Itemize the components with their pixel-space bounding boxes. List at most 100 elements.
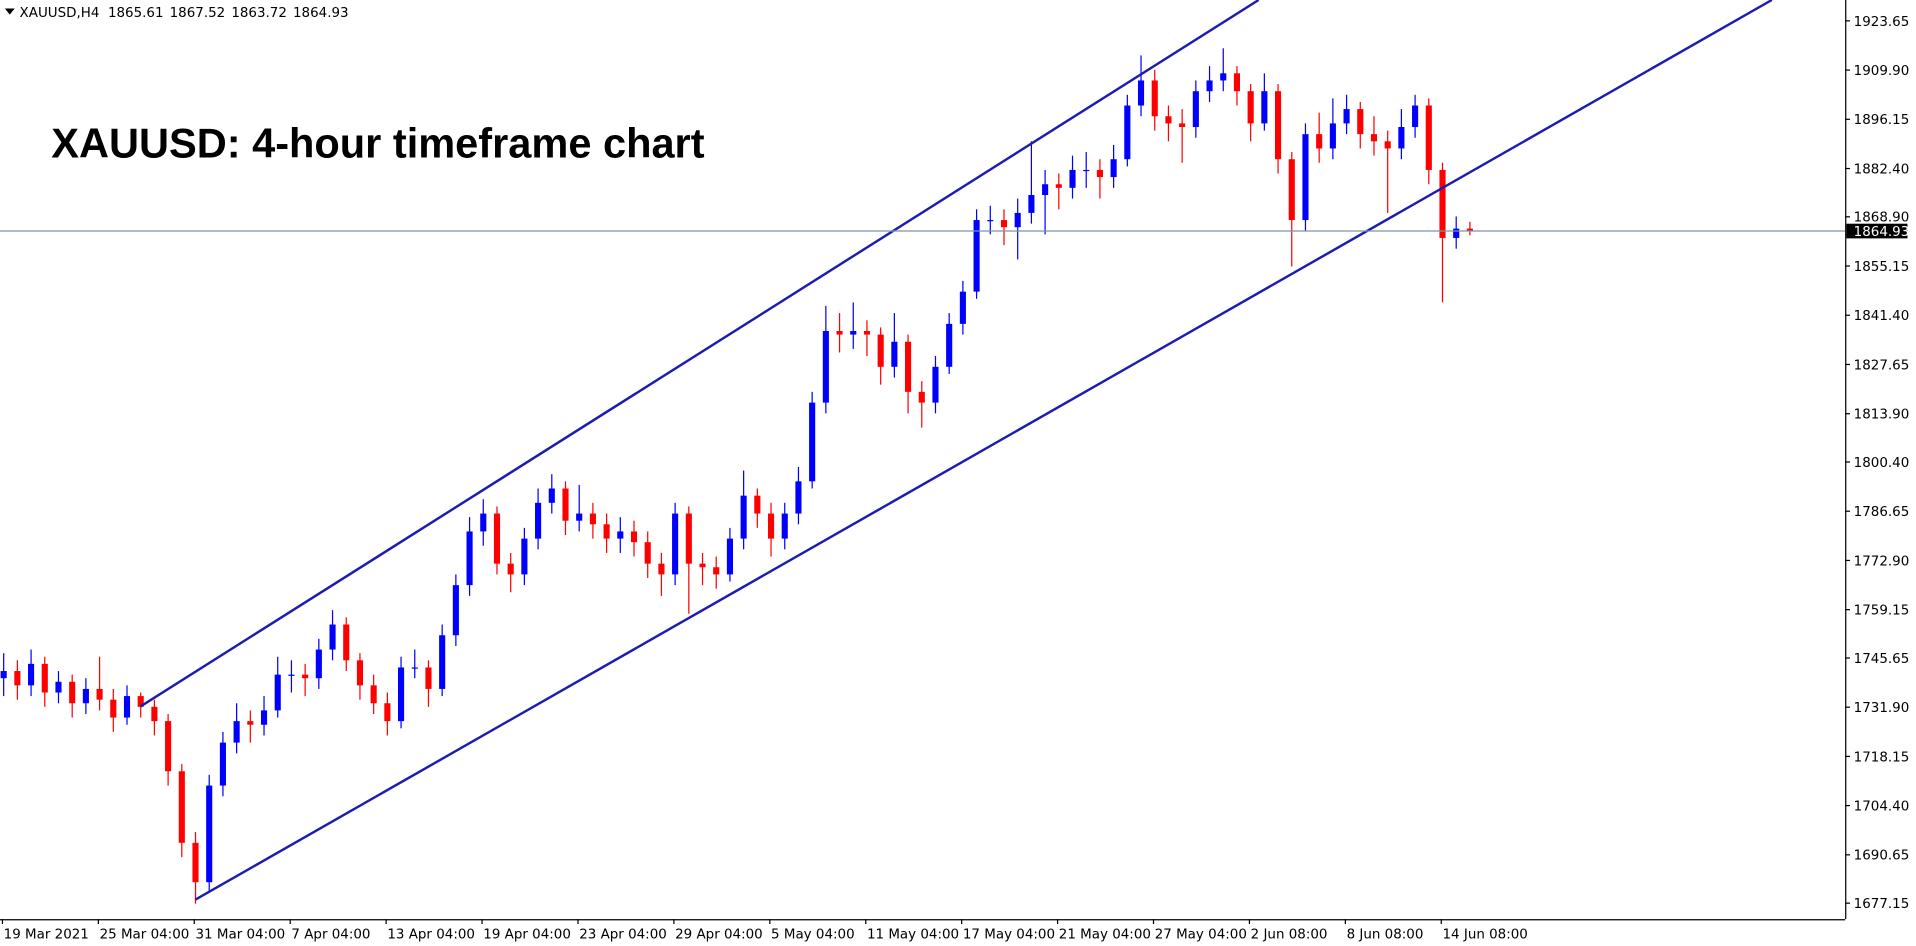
candle-body [877,334,884,367]
candle-body [0,671,7,679]
candle-body [822,331,829,403]
candle-body [398,667,405,722]
candle-body [356,660,364,686]
candle-body [795,481,802,514]
candle-body [1028,194,1035,213]
candle-body [439,635,446,689]
y-tick-label: 1909.90 [1854,64,1910,79]
candle-body [1206,80,1213,92]
candle-body [247,721,254,725]
candle-body [1316,134,1323,149]
candle-body [1357,109,1364,135]
candle-body [1110,159,1117,178]
candle-body [1000,220,1008,228]
candle-body [1425,105,1432,170]
candle-body [603,524,610,539]
candle-body [1302,134,1309,221]
y-tick-label: 1882.40 [1854,162,1910,177]
candle-body [918,391,925,403]
candle-body [781,513,788,539]
y-tick-label: 1896.15 [1854,113,1910,128]
candle-body [548,488,555,503]
y-tick-label: 1841.40 [1854,309,1910,324]
candle-body [1343,109,1350,124]
x-tick-label: 19 Mar 2021 [4,928,89,943]
y-tick-label: 1677.15 [1854,897,1910,912]
candle-body [165,721,172,772]
candle-body [1288,159,1295,221]
candle-body [850,331,857,335]
candle-body [69,681,76,704]
candle-body [493,513,501,564]
candle-body [1096,169,1103,178]
candle-body [754,495,761,514]
candle-body [905,341,912,392]
candle-body [713,567,720,575]
candle-body [658,563,665,575]
candle-body [411,667,418,669]
candle-body [562,488,569,521]
candle-body [480,513,487,532]
candle-body [384,703,391,722]
candle-body [192,842,199,883]
candle-body [1398,126,1405,149]
candle-body [452,585,459,636]
y-tick-label: 1759.15 [1854,604,1910,619]
upper-channel-line [139,0,1260,708]
open-value: 1865.61 [108,6,164,21]
y-tick-label: 1868.90 [1854,211,1910,226]
y-tick-label: 1923.65 [1854,15,1910,30]
candle-body [370,685,377,704]
y-tick-label: 1813.90 [1854,408,1910,423]
x-tick-label: 21 May 04:00 [1059,928,1151,943]
candle-body [1055,184,1062,188]
y-tick-label: 1786.65 [1854,505,1910,520]
candle-body [1069,169,1076,188]
candle-body [740,495,747,539]
candle-body [1151,80,1158,117]
candle-body [260,710,268,725]
x-tick-label: 14 Jun 08:00 [1442,928,1527,943]
candle-body [110,699,117,718]
x-tick-label: 11 May 04:00 [867,928,959,943]
candle-body [959,291,966,324]
x-tick-label: 2 Jun 08:00 [1251,928,1328,943]
x-tick-label: 31 Mar 04:00 [196,928,286,943]
x-tick-label: 7 Apr 04:00 [291,928,370,943]
x-tick-label: 25 Mar 04:00 [100,928,190,943]
candle-body [41,663,48,693]
y-tick-label: 1800.40 [1854,456,1910,471]
candle-body [630,531,638,543]
y-tick-label: 1704.40 [1854,800,1910,815]
low-value: 1863.72 [231,6,287,21]
candle-body [55,681,62,693]
candle-body [466,531,473,586]
candle-body [863,331,871,335]
price-label-box [1846,223,1908,239]
x-tick-label: 27 May 04:00 [1155,928,1247,943]
x-tick-label: 8 Jun 08:00 [1347,928,1424,943]
x-tick-label: 29 Apr 04:00 [675,928,763,943]
candle-body [123,696,131,718]
candle-body [219,742,226,786]
candles [0,48,1473,904]
x-tick-label: 5 May 04:00 [771,928,855,943]
candle-body [987,220,994,222]
candle-body [1384,141,1391,149]
candle-body [672,513,679,575]
candle-body [685,513,692,564]
y-tick-label: 1690.65 [1854,849,1910,864]
y-tick-label: 1745.65 [1854,652,1910,667]
y-tick-label: 1731.90 [1854,701,1910,716]
candle-body [315,649,322,679]
candle-body [329,624,336,650]
candle-body [535,502,542,539]
y-tick-label: 1855.15 [1854,260,1910,275]
price-label: 1864.93 [1854,225,1910,240]
candle-body [932,366,939,403]
y-tick-label: 1827.65 [1854,358,1910,373]
candle-body [274,674,281,711]
x-tick-label: 23 Apr 04:00 [579,928,667,943]
candle-body [1412,105,1419,127]
